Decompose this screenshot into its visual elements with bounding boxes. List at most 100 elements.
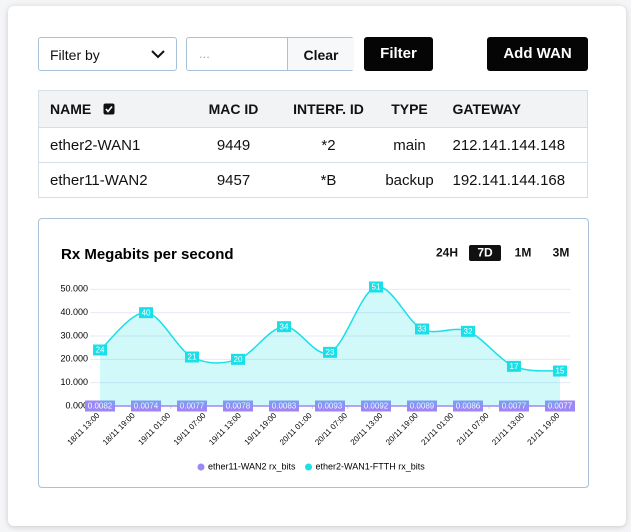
legend-label: ether2-WAN1-FTTH rx_bits bbox=[316, 461, 426, 471]
data-label: 0.0082 bbox=[88, 402, 113, 411]
range-label: 7D bbox=[477, 246, 493, 260]
data-label-bg bbox=[360, 400, 391, 412]
x-tick-label: 21/11 01:00 bbox=[419, 411, 455, 447]
data-label-bg bbox=[406, 400, 437, 412]
range-label: 24H bbox=[436, 246, 458, 260]
x-tick-label: 21/11 13:00 bbox=[490, 411, 526, 447]
x-tick-label: 20/11 13:00 bbox=[349, 411, 385, 447]
data-label-bg bbox=[231, 353, 246, 365]
legend-swatch bbox=[305, 463, 313, 471]
y-tick-label: 20.000 bbox=[60, 354, 88, 364]
data-label: 0.0089 bbox=[410, 402, 435, 411]
data-label-bg bbox=[269, 400, 300, 412]
x-tick-label: 20/11 01:00 bbox=[278, 411, 314, 447]
data-label-bg bbox=[414, 323, 429, 335]
cell: main bbox=[378, 127, 441, 163]
legend-label: ether11-WAN2 rx_bits bbox=[208, 461, 296, 471]
cell: ether2-WAN1 bbox=[38, 127, 189, 163]
data-label: 34 bbox=[280, 322, 289, 331]
column-header: MAC ID bbox=[188, 90, 279, 128]
range-label: 1M bbox=[515, 246, 532, 260]
cell: *B bbox=[278, 162, 379, 198]
data-label-bg bbox=[368, 281, 383, 293]
clear-button[interactable]: Clear bbox=[287, 38, 354, 70]
data-label: 51 bbox=[372, 283, 381, 292]
data-label: 40 bbox=[142, 308, 151, 317]
placeholder: ... bbox=[199, 46, 210, 61]
card: Filter by ... Clear Filter Add WAN NAME … bbox=[8, 6, 626, 526]
data-label: 0.0086 bbox=[456, 402, 481, 411]
data-label-bg bbox=[452, 400, 483, 412]
x-tick-label: 19/11 07:00 bbox=[172, 411, 208, 447]
cell: *2 bbox=[278, 127, 379, 163]
data-label-bg bbox=[315, 400, 345, 412]
x-tick-label: 19/11 19:00 bbox=[243, 411, 279, 447]
chevron bbox=[151, 50, 165, 59]
x-tick-label: 18/11 19:00 bbox=[101, 411, 137, 447]
data-label: 32 bbox=[464, 327, 473, 336]
y-tick-label: 0.000 bbox=[65, 400, 88, 410]
range-button[interactable]: 1M bbox=[515, 246, 532, 260]
checkbox[interactable] bbox=[103, 103, 115, 115]
data-label-bg bbox=[185, 351, 200, 363]
data-label: 20 bbox=[234, 355, 243, 364]
range-button[interactable]: 7D bbox=[469, 245, 501, 261]
row[interactable]: ether11-WAN2 9457 *B backup 192.141.144.… bbox=[38, 162, 588, 198]
legend-swatch bbox=[197, 463, 205, 471]
data-label: 24 bbox=[96, 346, 105, 355]
y-tick-label: 50.000 bbox=[60, 284, 88, 294]
cell: 9457 bbox=[188, 162, 279, 198]
x-tick-label: 20/11 19:00 bbox=[384, 411, 420, 447]
data-label-bg bbox=[277, 321, 292, 333]
data-label-bg bbox=[552, 365, 567, 377]
cell: 212.141.144.148 bbox=[440, 127, 588, 163]
wan-table: NAME MAC ID INTERF. ID TYPE GATEWAY ethe… bbox=[38, 90, 588, 198]
add-wan-button[interactable]: Add WAN bbox=[487, 37, 588, 71]
column-label: NAME bbox=[50, 101, 92, 117]
data-label: 15 bbox=[556, 367, 565, 376]
column-header: NAME bbox=[38, 90, 189, 128]
column-header: INTERF. ID bbox=[278, 90, 379, 128]
data-label-bg bbox=[544, 400, 575, 412]
range-button[interactable]: 3M bbox=[553, 246, 570, 260]
filter-button[interactable]: Filter bbox=[364, 37, 433, 71]
y-tick-label: 10.000 bbox=[60, 377, 88, 387]
chart-card: Rx Megabits per second 24H 7D 1M 3M 0.000 10.… bbox=[38, 218, 589, 488]
data-label: 0.0078 bbox=[226, 402, 251, 411]
data-label-bg bbox=[323, 346, 337, 358]
data-label-bg bbox=[506, 360, 521, 372]
data-label: 0.0074 bbox=[134, 402, 159, 411]
y-tick-label: 30.000 bbox=[60, 330, 88, 340]
data-label: 17 bbox=[510, 362, 519, 371]
range-button-bg bbox=[469, 245, 501, 261]
data-label-bg bbox=[460, 325, 475, 337]
header-row: NAME MAC ID INTERF. ID TYPE GATEWAY bbox=[38, 90, 588, 128]
chart-title: Rx Megabits per second bbox=[61, 246, 234, 263]
cell: 192.141.144.168 bbox=[440, 162, 588, 198]
y-tick-label: 40.000 bbox=[60, 307, 88, 317]
range-button[interactable]: 24H bbox=[436, 246, 458, 260]
data-label-bg bbox=[85, 400, 116, 412]
data-label-bg bbox=[177, 400, 208, 412]
filter-select[interactable]: Filter by bbox=[38, 37, 177, 71]
row[interactable]: ether2-WAN1 9449 *2 main 212.141.144.148 bbox=[38, 127, 588, 163]
data-label: 0.0092 bbox=[364, 402, 389, 411]
x-tick-label: 21/11 07:00 bbox=[455, 411, 491, 447]
data-label-bg bbox=[223, 400, 254, 412]
area-fill bbox=[100, 286, 560, 406]
data-label: 0.0077 bbox=[502, 402, 527, 411]
data-label: 0.0083 bbox=[272, 402, 297, 411]
range-label: 3M bbox=[553, 246, 570, 260]
data-label: 23 bbox=[326, 348, 335, 357]
search-input[interactable]: ... Clear bbox=[186, 37, 354, 71]
x-tick-label: 21/11 19:00 bbox=[526, 411, 562, 447]
data-label-bg bbox=[131, 400, 162, 412]
data-label: 21 bbox=[188, 353, 197, 362]
x-tick-label: 18/11 13:00 bbox=[66, 411, 102, 447]
data-label-bg bbox=[498, 400, 529, 412]
data-label: 33 bbox=[418, 325, 427, 334]
data-label: 0.0093 bbox=[318, 402, 343, 411]
column-header: TYPE bbox=[378, 90, 441, 128]
data-label: 0.0077 bbox=[548, 402, 573, 411]
data-label-bg bbox=[139, 307, 154, 319]
